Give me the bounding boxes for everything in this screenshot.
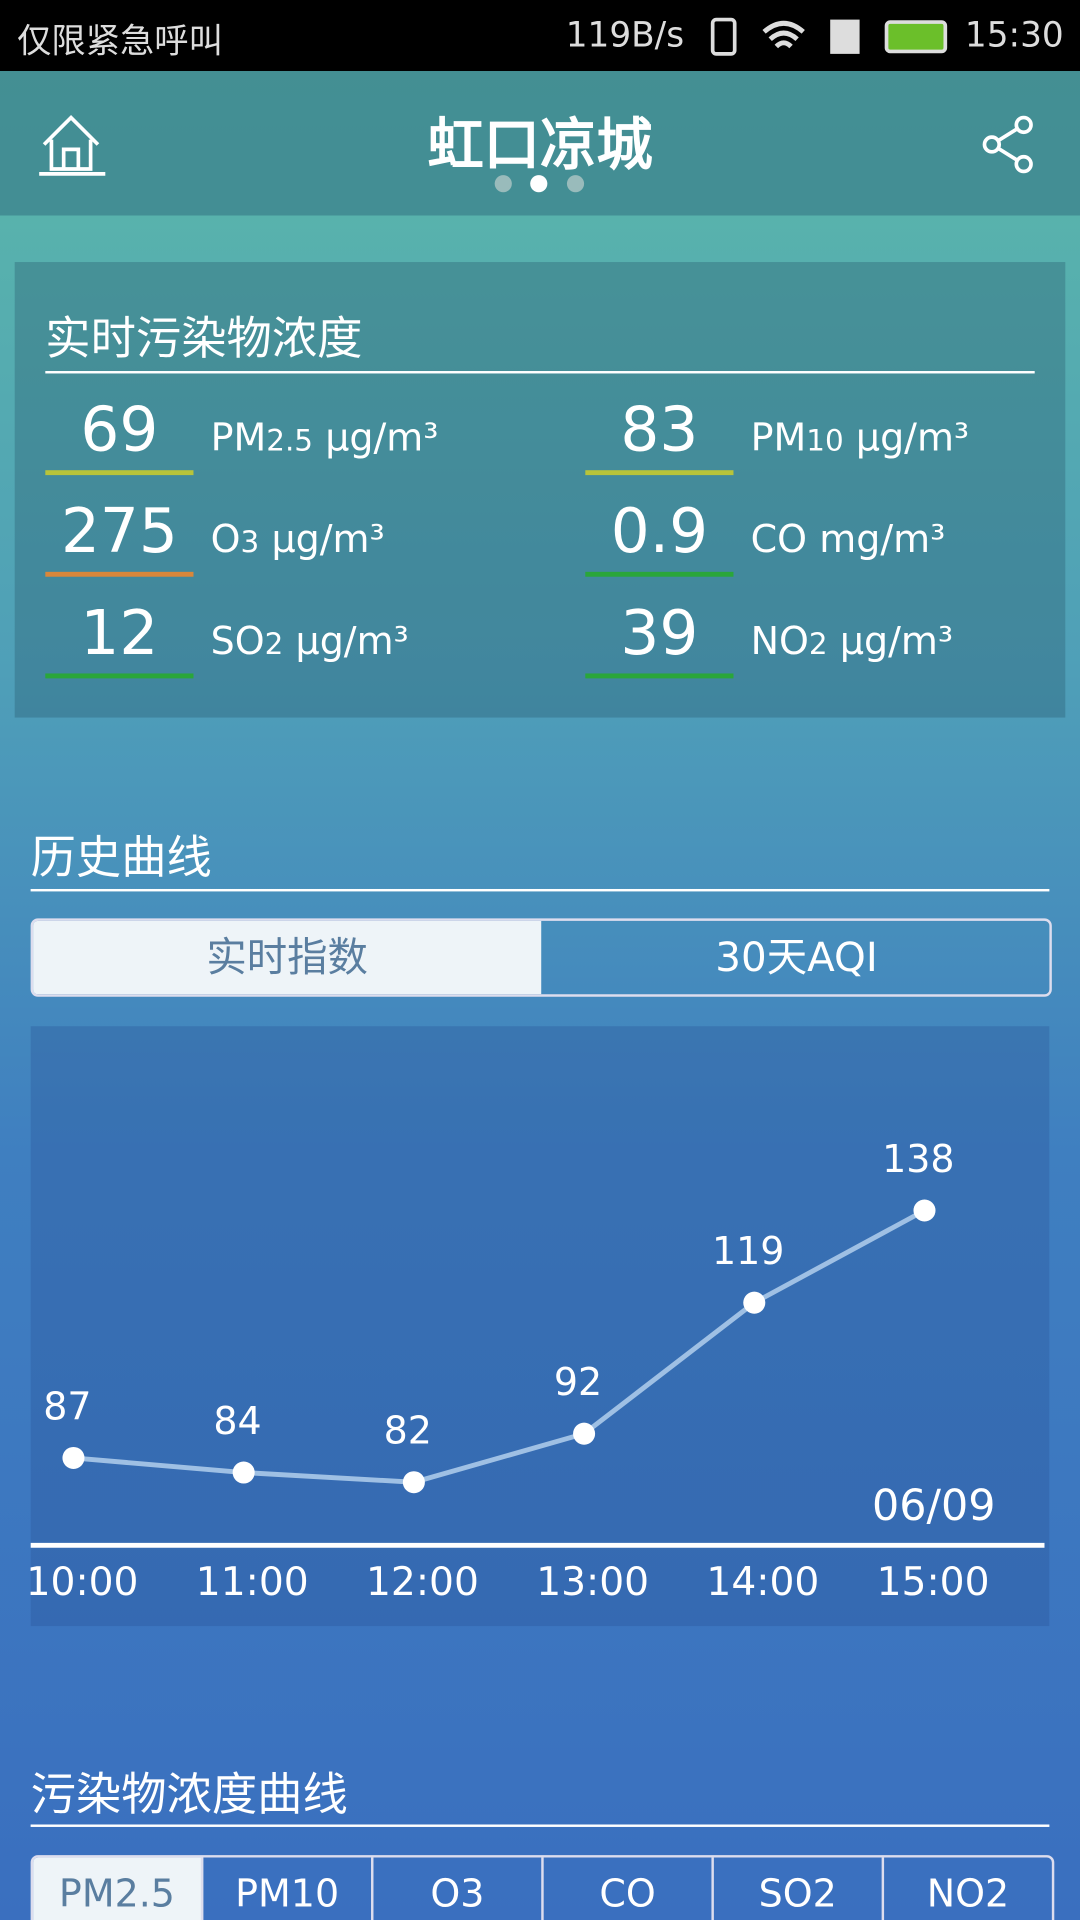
data-label: 87 [43, 1384, 91, 1428]
level-bar [45, 571, 194, 577]
carrier: 仅限紧急呼叫 [17, 20, 223, 62]
chart-panel [30, 1026, 1050, 1627]
pollutant-card: 实时污染物浓度 69 PM2.5 μg/m³ 83 PM10 μg/m³ 275 O3 μg/m… [14, 262, 1066, 718]
pollutant-sub: 2 [264, 626, 284, 662]
data-point [62, 1446, 85, 1469]
tab-active[interactable]: 实时指数 [33, 920, 542, 995]
pollutant-label: PM10 μg/m³ [751, 416, 970, 460]
pollutant-unit: μg/m³ [325, 416, 439, 461]
pollutant-name: SO [210, 619, 265, 664]
tab[interactable]: 30天AQI [715, 933, 878, 981]
pollutant-name: O [210, 517, 241, 563]
data-label: 92 [554, 1360, 602, 1404]
tab-active[interactable]: PM2.5 [33, 1857, 204, 1920]
tab[interactable]: NO2 [884, 1857, 1052, 1920]
status-bar: 仅限紧急呼叫 119B/s 15:30 [0, 0, 1080, 72]
home-button[interactable] [37, 108, 110, 181]
clock: 15:30 [964, 14, 1064, 56]
level-bar [45, 673, 194, 679]
app-header: 虹口凉城 [0, 71, 1080, 216]
tab[interactable]: O3 [373, 1857, 544, 1920]
data-point [913, 1199, 936, 1222]
data-point [232, 1461, 255, 1484]
tab[interactable]: SO2 [714, 1857, 885, 1920]
pollutant-value: 69 [80, 394, 159, 466]
data-point [402, 1471, 425, 1494]
level-bar [585, 673, 734, 679]
level-bar [585, 571, 734, 577]
x-tick-label: 12:00 [366, 1560, 479, 1605]
x-tick-label: 13:00 [536, 1560, 649, 1605]
net-speed: 119B/s [565, 14, 685, 56]
pollutant-tabs: PM2.5 PM10 O3 CO SO2 NO2 [30, 1855, 1055, 1920]
pollutant-label: CO mg/m³ [751, 518, 946, 562]
section-title: 历史曲线 [30, 831, 212, 885]
divider [30, 1824, 1050, 1827]
data-point [743, 1291, 766, 1314]
pollutant-unit: μg/m³ [839, 619, 954, 664]
pollutant-unit: μg/m³ [295, 619, 409, 664]
pollutant-value: 83 [620, 394, 699, 466]
section-title: 实时污染物浓度 [45, 312, 363, 365]
city-title: 虹口凉城 [427, 111, 653, 178]
pollutant-sub: 3 [240, 525, 260, 560]
level-bar [585, 470, 734, 476]
x-tick-label: 10:00 [31, 1560, 139, 1605]
status-icons [710, 17, 948, 56]
pollutant-value: 0.9 [610, 495, 709, 567]
pollutant-unit: μg/m³ [271, 517, 385, 563]
divider [30, 888, 1050, 892]
pollutant-name: PM [750, 416, 807, 461]
history-chart: 87 84 82 92 119 138 10:00 11:00 12:00 13:00 14:00 1… [30, 1026, 1050, 1627]
pollutant-sub: 2.5 [266, 423, 314, 458]
date-annotation: 06/09 [872, 1481, 995, 1531]
x-tick-label: 14:00 [706, 1560, 819, 1605]
data-label: 119 [712, 1229, 784, 1273]
data-point [573, 1422, 596, 1445]
page-dots [494, 175, 585, 193]
pollutant-sub: 10 [806, 423, 844, 458]
pollutant-unit: μg/m³ [855, 416, 970, 461]
divider [45, 371, 1035, 374]
data-label: 82 [384, 1409, 432, 1453]
pollutant-value: 12 [80, 597, 159, 669]
pollutant-sub: 2 [808, 626, 828, 662]
pollutant-label: NO2 μg/m³ [751, 620, 953, 664]
pollutant-value: 275 [60, 495, 178, 567]
data-line [73, 1208, 926, 1485]
pollutant-name: CO [750, 517, 807, 563]
data-label: 84 [213, 1399, 261, 1443]
share-button[interactable] [980, 115, 1041, 176]
tab[interactable]: PM10 [203, 1857, 374, 1920]
tab[interactable]: CO [544, 1857, 714, 1920]
x-tick-label: 11:00 [196, 1560, 309, 1605]
pollutant-unit: mg/m³ [819, 517, 946, 563]
history-tabs: 实时指数 30天AQI [30, 918, 1052, 997]
level-bar [45, 470, 194, 476]
pollutant-label: SO2 μg/m³ [211, 620, 409, 664]
pollutant-name: NO [750, 619, 809, 664]
pollutant-name: PM [210, 416, 267, 461]
pollutant-label: O3 μg/m³ [211, 518, 385, 562]
pollutant-value: 39 [620, 597, 699, 669]
pollutant-label: PM2.5 μg/m³ [211, 416, 439, 460]
data-label: 138 [882, 1137, 954, 1181]
x-tick-label: 15:00 [877, 1560, 990, 1605]
section-title: 污染物浓度曲线 [30, 1768, 348, 1821]
